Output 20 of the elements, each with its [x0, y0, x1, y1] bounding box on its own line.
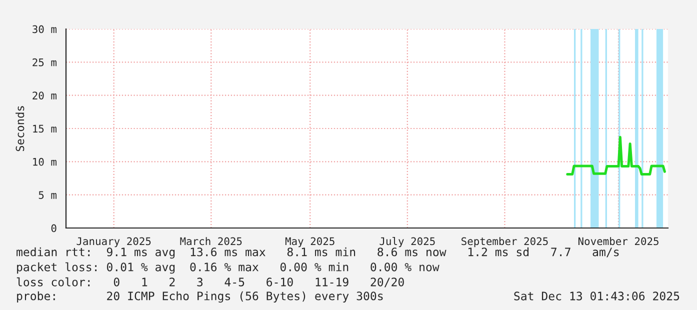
y-tick-label: 5 m: [38, 191, 56, 199]
line-series: [566, 136, 666, 176]
x-tick-label: January 2025: [76, 237, 151, 248]
y-tick-label: 0: [51, 224, 56, 232]
x-tick-label: November 2025: [578, 237, 658, 246]
y-tick-label: 20 m: [32, 92, 56, 100]
text: Sat Dec 13 01:43:06 2025: [514, 292, 680, 300]
text: median rtt: 9.1 ms avg 13.6 ms max 8.1 ms min 8.6 ms now 1.2 ms sd 7.7 am/s: [16, 247, 619, 259]
y-axis-title: Seconds: [16, 106, 24, 152]
text: packet loss: 0.01 % avg 0.16 % max 0.00 % min 0.00 % now: [17, 262, 440, 274]
y-tick-label: 15 m: [33, 124, 56, 133]
y-tick-label: 30 m: [32, 25, 56, 34]
x-tick-label: May 2025: [285, 237, 334, 248]
y-tick-label: 10 m: [33, 158, 56, 166]
text: loss color: 0 1 2 3 4-5 6-10 11-19 20/20: [16, 277, 404, 288]
x-tick-label: September 2025: [462, 237, 548, 248]
x-tick-label: July 2025: [380, 237, 435, 248]
x-tick-label: March 2025: [180, 237, 242, 246]
text: probe: 20 ICMP Echo Pings (56 Bytes) every 300s: [17, 291, 383, 303]
y-tick-label: 25 m: [32, 58, 56, 66]
